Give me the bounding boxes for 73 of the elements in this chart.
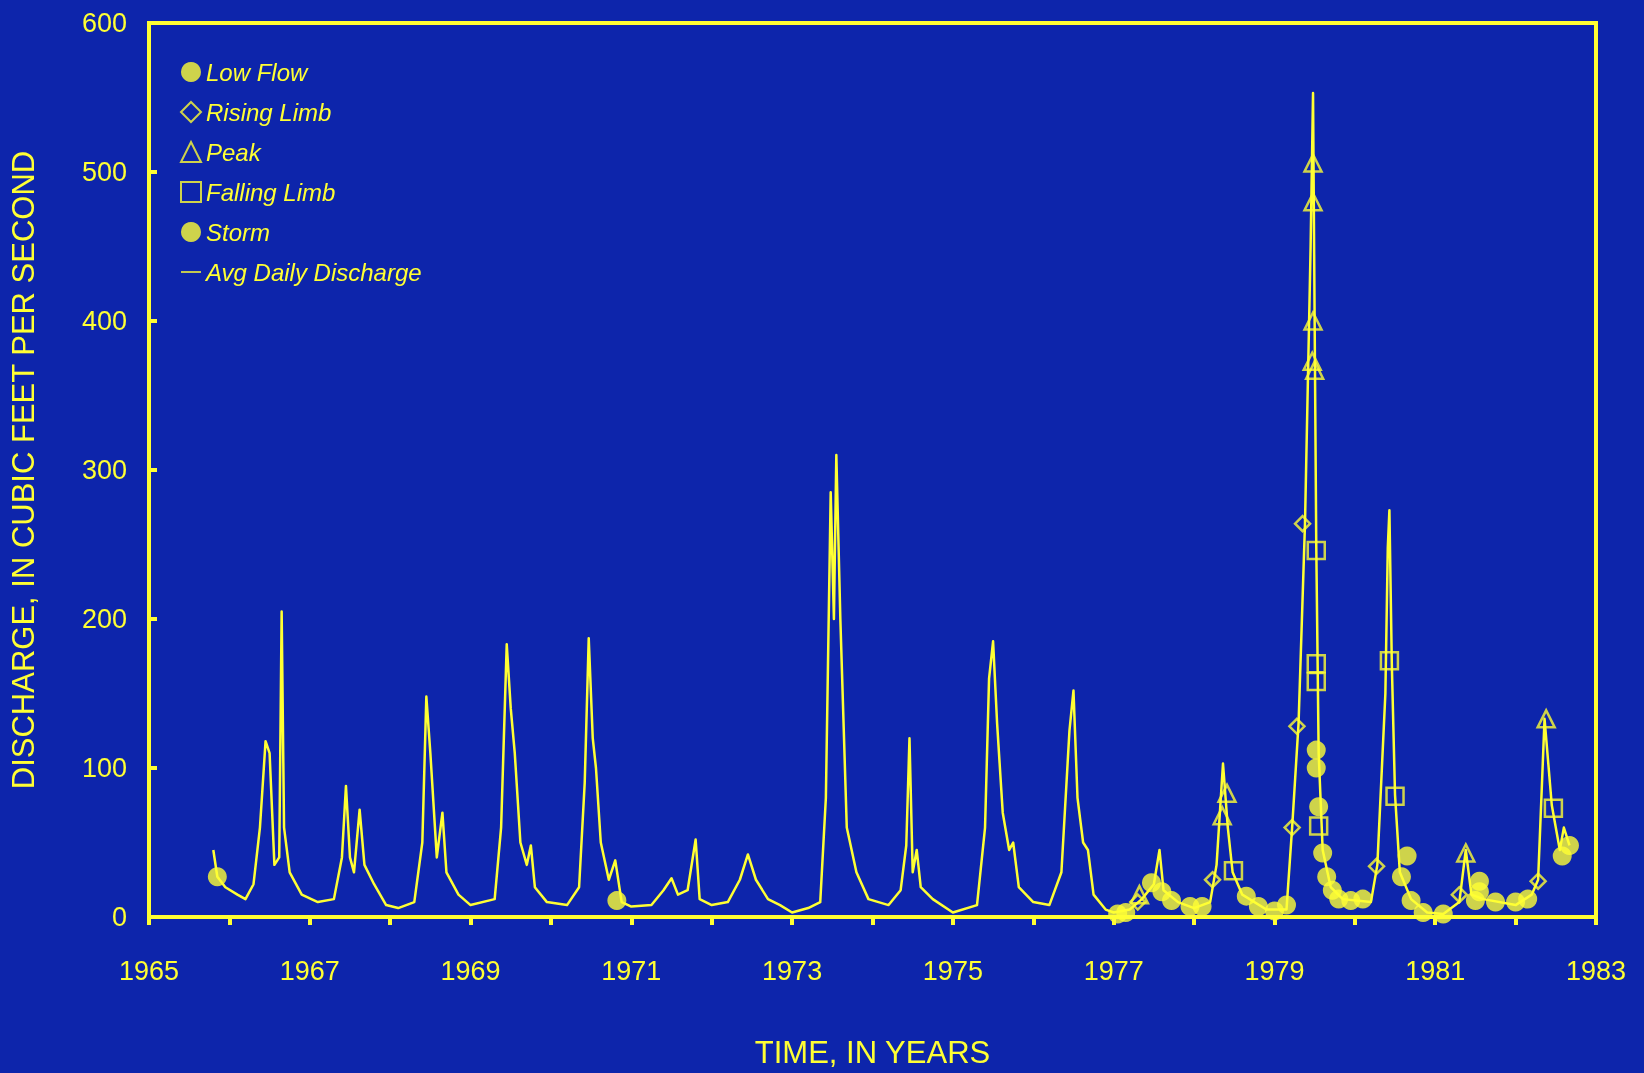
point [1306, 671, 1326, 692]
y-tick-label: 400 [81, 306, 127, 336]
x-tick-label: 1973 [762, 955, 823, 986]
y-tick-label: 500 [81, 157, 127, 187]
point [1456, 843, 1476, 863]
point [1367, 857, 1386, 876]
point [1129, 884, 1150, 905]
point [1308, 816, 1329, 836]
x-tick-label: 1975 [922, 955, 983, 986]
point [1379, 650, 1400, 671]
point [1401, 891, 1421, 911]
y-axis-title: DISCHARGE, IN CUBIC FEET PER SECOND [6, 150, 41, 790]
point [1306, 540, 1326, 561]
legend-label: Falling Limb [206, 178, 336, 206]
legend-label: Storm [206, 218, 271, 246]
point [1433, 904, 1453, 924]
legend-label: Rising Limb [206, 98, 332, 126]
y-tick-label: 600 [81, 8, 127, 38]
point [1559, 835, 1579, 855]
point [1248, 897, 1268, 917]
x-tick-label: 1965 [118, 955, 180, 986]
point [1116, 903, 1136, 923]
y-tick-label: 200 [81, 604, 127, 634]
point [1304, 360, 1325, 380]
point [1217, 783, 1237, 804]
point [1203, 871, 1222, 889]
point [1529, 872, 1547, 890]
point [1353, 889, 1373, 909]
x-axis-title: TIME, IN YEARS [754, 1035, 991, 1070]
point [1413, 903, 1433, 923]
point [1450, 885, 1469, 904]
legend-label: Peak [206, 138, 263, 166]
point [1288, 717, 1306, 736]
point [1397, 846, 1417, 866]
point [1306, 740, 1326, 760]
y-tick-label: 300 [81, 455, 127, 485]
point [1469, 882, 1489, 902]
point [1162, 891, 1182, 911]
x-tick-label: 1971 [601, 955, 662, 986]
point [1518, 889, 1538, 909]
point [1391, 867, 1411, 887]
legend-label: Low Flow [206, 58, 310, 86]
y-tick-label: 0 [111, 902, 127, 932]
point [1223, 861, 1244, 881]
point [1385, 786, 1405, 807]
point [1293, 514, 1312, 533]
x-tick-label: 1981 [1405, 955, 1466, 986]
x-tick-label: 1983 [1565, 955, 1627, 986]
point [1302, 351, 1322, 371]
point [1303, 192, 1323, 212]
legend-label: Avg Daily Discharge [204, 258, 422, 286]
x-tick-label: 1977 [1083, 955, 1144, 986]
point [1303, 311, 1323, 331]
point [607, 891, 627, 911]
x-tick-label: 1967 [279, 955, 340, 986]
point [1277, 895, 1296, 915]
point [1192, 897, 1212, 917]
point [1212, 805, 1232, 826]
point [1543, 798, 1564, 818]
point [1486, 892, 1506, 912]
point [1306, 653, 1326, 674]
point [1236, 886, 1256, 906]
point [1309, 797, 1329, 817]
x-tick-label: 1979 [1244, 955, 1305, 986]
point [1129, 893, 1147, 911]
point [1313, 843, 1333, 863]
point [1536, 709, 1556, 729]
x-tick-label: 1969 [440, 955, 501, 986]
point [207, 867, 227, 887]
point [1283, 818, 1301, 837]
point [1303, 153, 1323, 173]
y-tick-label: 100 [81, 753, 127, 783]
point [1306, 758, 1326, 778]
